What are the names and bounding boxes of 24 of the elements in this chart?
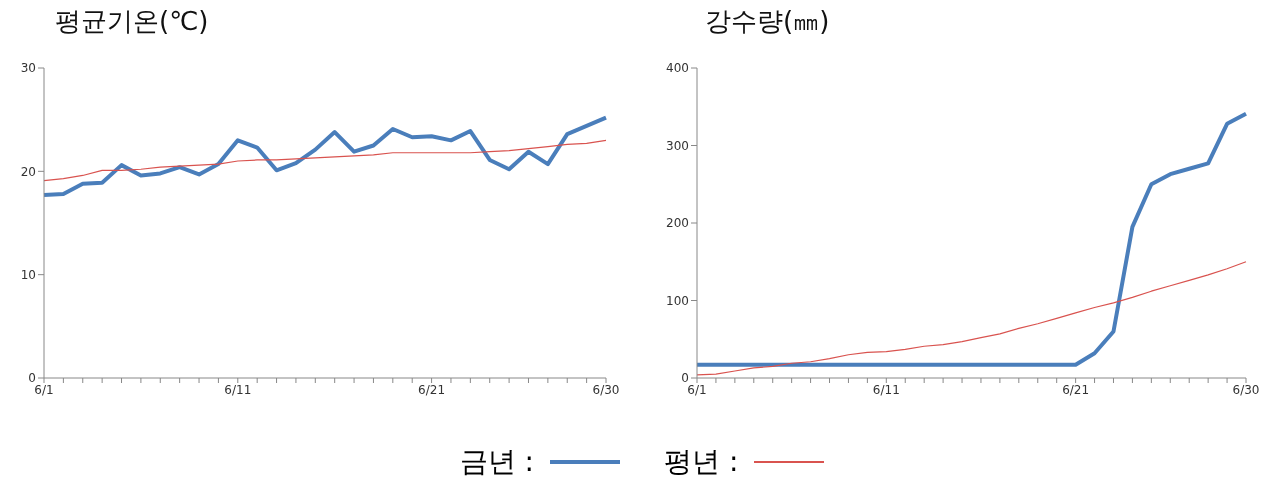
y-tick-label: 0 [28,371,36,386]
y-tick-label: 300 [666,138,689,153]
x-tick-label: 6/1 [34,382,54,397]
y-tick-label: 30 [20,61,36,76]
x-tick-label: 6/30 [1232,382,1260,397]
x-tick-label: 6/21 [418,382,446,397]
legend-label: 평년 : [664,444,739,480]
chart-title: 평균기온(℃) [55,5,209,38]
chart-title: 강수량(㎜) [705,5,830,38]
y-tick-label: 200 [666,216,689,231]
x-tick-label: 6/21 [1062,382,1090,397]
y-tick-label: 400 [666,61,689,76]
y-tick-label: 10 [20,267,36,282]
x-tick-label: 6/1 [687,382,707,397]
legend-label: 금년 : [459,444,534,480]
line-series [43,139,607,182]
line-series [42,115,608,198]
x-tick-label: 6/30 [592,382,620,397]
y-tick-label: 20 [20,164,36,179]
x-tick-label: 6/11 [224,382,252,397]
y-tick-label: 100 [666,293,689,308]
line-series [695,111,1248,367]
y-tick-label: 0 [681,371,689,386]
x-tick-label: 6/11 [872,382,900,397]
